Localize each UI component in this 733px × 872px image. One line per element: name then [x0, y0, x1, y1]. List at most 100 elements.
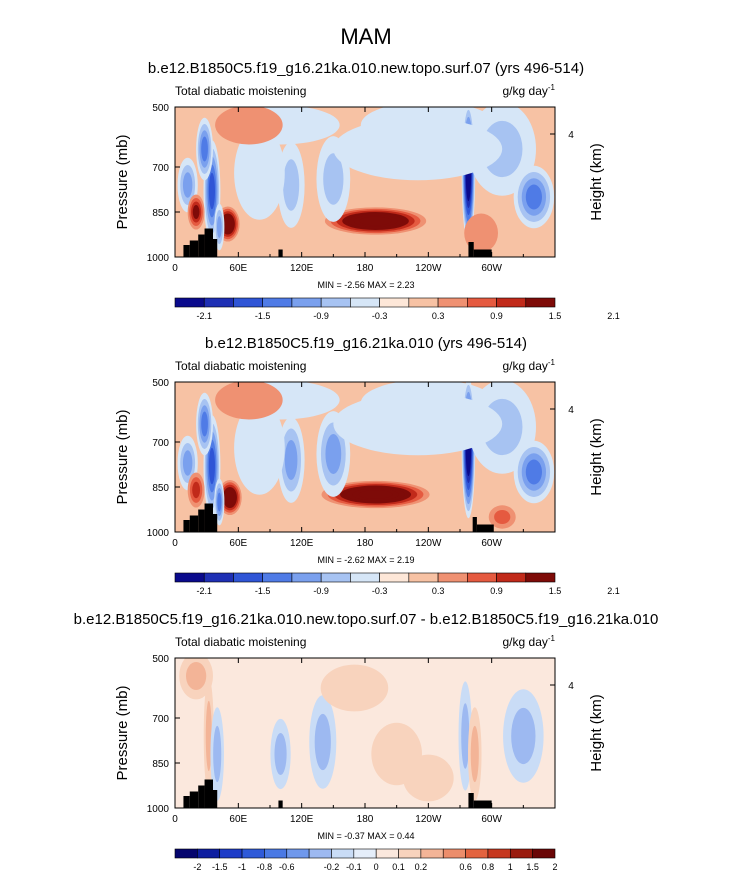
x-tick-label: 120W — [415, 814, 442, 825]
feature-2 — [210, 707, 224, 801]
contour-level — [208, 447, 215, 485]
contour-level — [201, 136, 208, 162]
y2-axis-label: Height (km) — [588, 694, 605, 772]
panel-2: b.e12.B1850C5.f19_g16.21ka.010 (yrs 496-… — [114, 335, 620, 596]
contour-level — [511, 707, 536, 765]
feature-8 — [277, 142, 305, 228]
contour-level — [320, 664, 389, 712]
panel-left-label: Total diabatic moistening — [175, 359, 306, 373]
y-tick-label: 700 — [152, 163, 169, 174]
x-tick-label: 60W — [481, 263, 502, 274]
y-tick-label: 850 — [152, 483, 169, 494]
contour-field — [175, 107, 555, 257]
feature-15 — [513, 165, 555, 229]
contour-level — [323, 153, 344, 205]
y-tick-label: 850 — [152, 759, 169, 770]
feature-17 — [333, 117, 503, 181]
colorbar-label: 2.1 — [607, 311, 620, 321]
land-block — [198, 785, 205, 808]
colorbar-label: -2.1 — [196, 311, 212, 321]
feature-5 — [187, 472, 205, 508]
colorbar-label: -1.5 — [255, 311, 271, 321]
colorbar-label: -0.8 — [257, 862, 273, 872]
colorbar-label: -1 — [238, 862, 246, 872]
x-tick-label: 120E — [290, 263, 314, 274]
panels-group: b.e12.B1850C5.f19_g16.21ka.010.new.topo.… — [74, 60, 659, 872]
panel-left-label: Total diabatic moistening — [175, 84, 306, 98]
colorbar-box — [233, 297, 263, 308]
feature-6 — [214, 478, 225, 526]
land-block — [198, 234, 205, 257]
colorbar-box — [219, 848, 243, 859]
feature-9 — [179, 658, 213, 700]
land-block — [213, 790, 218, 808]
x-tick-label: 180 — [357, 538, 374, 549]
colorbar-box — [320, 572, 351, 583]
contour-field — [175, 382, 555, 532]
colorbar-label: -0.3 — [372, 586, 388, 596]
y2-tick-label: 4 — [568, 130, 574, 141]
feature-8 — [503, 689, 544, 783]
min-max-stats: MIN = -2.62 MAX = 2.19 — [317, 555, 414, 565]
x-tick-label: 120W — [415, 263, 442, 274]
colorbar-box — [437, 572, 468, 583]
colorbar-box — [442, 848, 466, 859]
colorbar-label: 2 — [552, 862, 557, 872]
y2-axis-label: Height (km) — [588, 418, 605, 496]
colorbar-label: -1.5 — [255, 586, 271, 596]
y-tick-label: 1000 — [147, 528, 170, 539]
colorbar-label: 1.5 — [526, 862, 539, 872]
land-block — [468, 242, 474, 257]
x-tick-label: 0 — [172, 263, 178, 274]
x-tick-label: 180 — [357, 814, 374, 825]
land-block — [189, 240, 199, 257]
feature-7 — [324, 207, 427, 235]
land-block — [213, 514, 218, 532]
contour-level — [192, 204, 200, 220]
y-tick-label: 500 — [152, 103, 169, 114]
panel-units: g/kg day-1 — [503, 634, 556, 649]
colorbar-box — [379, 297, 410, 308]
land-block — [213, 239, 218, 257]
contour-level — [494, 509, 511, 525]
colorbar-box — [262, 572, 293, 583]
y-tick-label: 500 — [152, 378, 169, 389]
contour-level — [358, 490, 393, 499]
land-block — [183, 520, 190, 532]
land-block — [278, 800, 283, 808]
land-block — [468, 793, 474, 808]
contour-field — [175, 658, 555, 808]
y-tick-label: 1000 — [147, 253, 170, 264]
colorbar-box — [465, 848, 489, 859]
panel-title: b.e12.B1850C5.f19_g16.21ka.010.new.topo.… — [148, 60, 584, 77]
colorbar-box — [525, 297, 556, 308]
colorbar-box — [291, 572, 322, 583]
y-tick-label: 700 — [152, 714, 169, 725]
colorbar-box — [509, 848, 533, 859]
feature-18 — [215, 382, 283, 420]
panel-left-label: Total diabatic moistening — [175, 635, 306, 649]
contour-level — [359, 216, 392, 226]
feature-11 — [403, 754, 454, 802]
land-block — [278, 249, 283, 257]
contour-level — [284, 439, 298, 481]
colorbar-box — [398, 848, 422, 859]
land-block — [204, 228, 213, 257]
contour-level — [333, 392, 503, 456]
colorbar-box — [353, 848, 377, 859]
panel-units: g/kg day-1 — [503, 83, 556, 98]
feature-17 — [333, 392, 503, 456]
colorbar-box — [496, 572, 527, 583]
colorbar-label: 0.9 — [490, 311, 503, 321]
feature-4 — [468, 707, 482, 801]
colorbar-box — [331, 848, 355, 859]
colorbar-label: 1 — [508, 862, 513, 872]
land-block — [204, 779, 213, 808]
y-axis-label: Pressure (mb) — [114, 685, 131, 780]
colorbar-label: -0.1 — [346, 862, 362, 872]
colorbar-label: 0.3 — [432, 311, 445, 321]
y-tick-label: 1000 — [147, 804, 170, 815]
colorbar-label: -0.9 — [313, 586, 329, 596]
colorbar-box — [350, 572, 380, 583]
colorbar-label: 0.3 — [432, 586, 445, 596]
